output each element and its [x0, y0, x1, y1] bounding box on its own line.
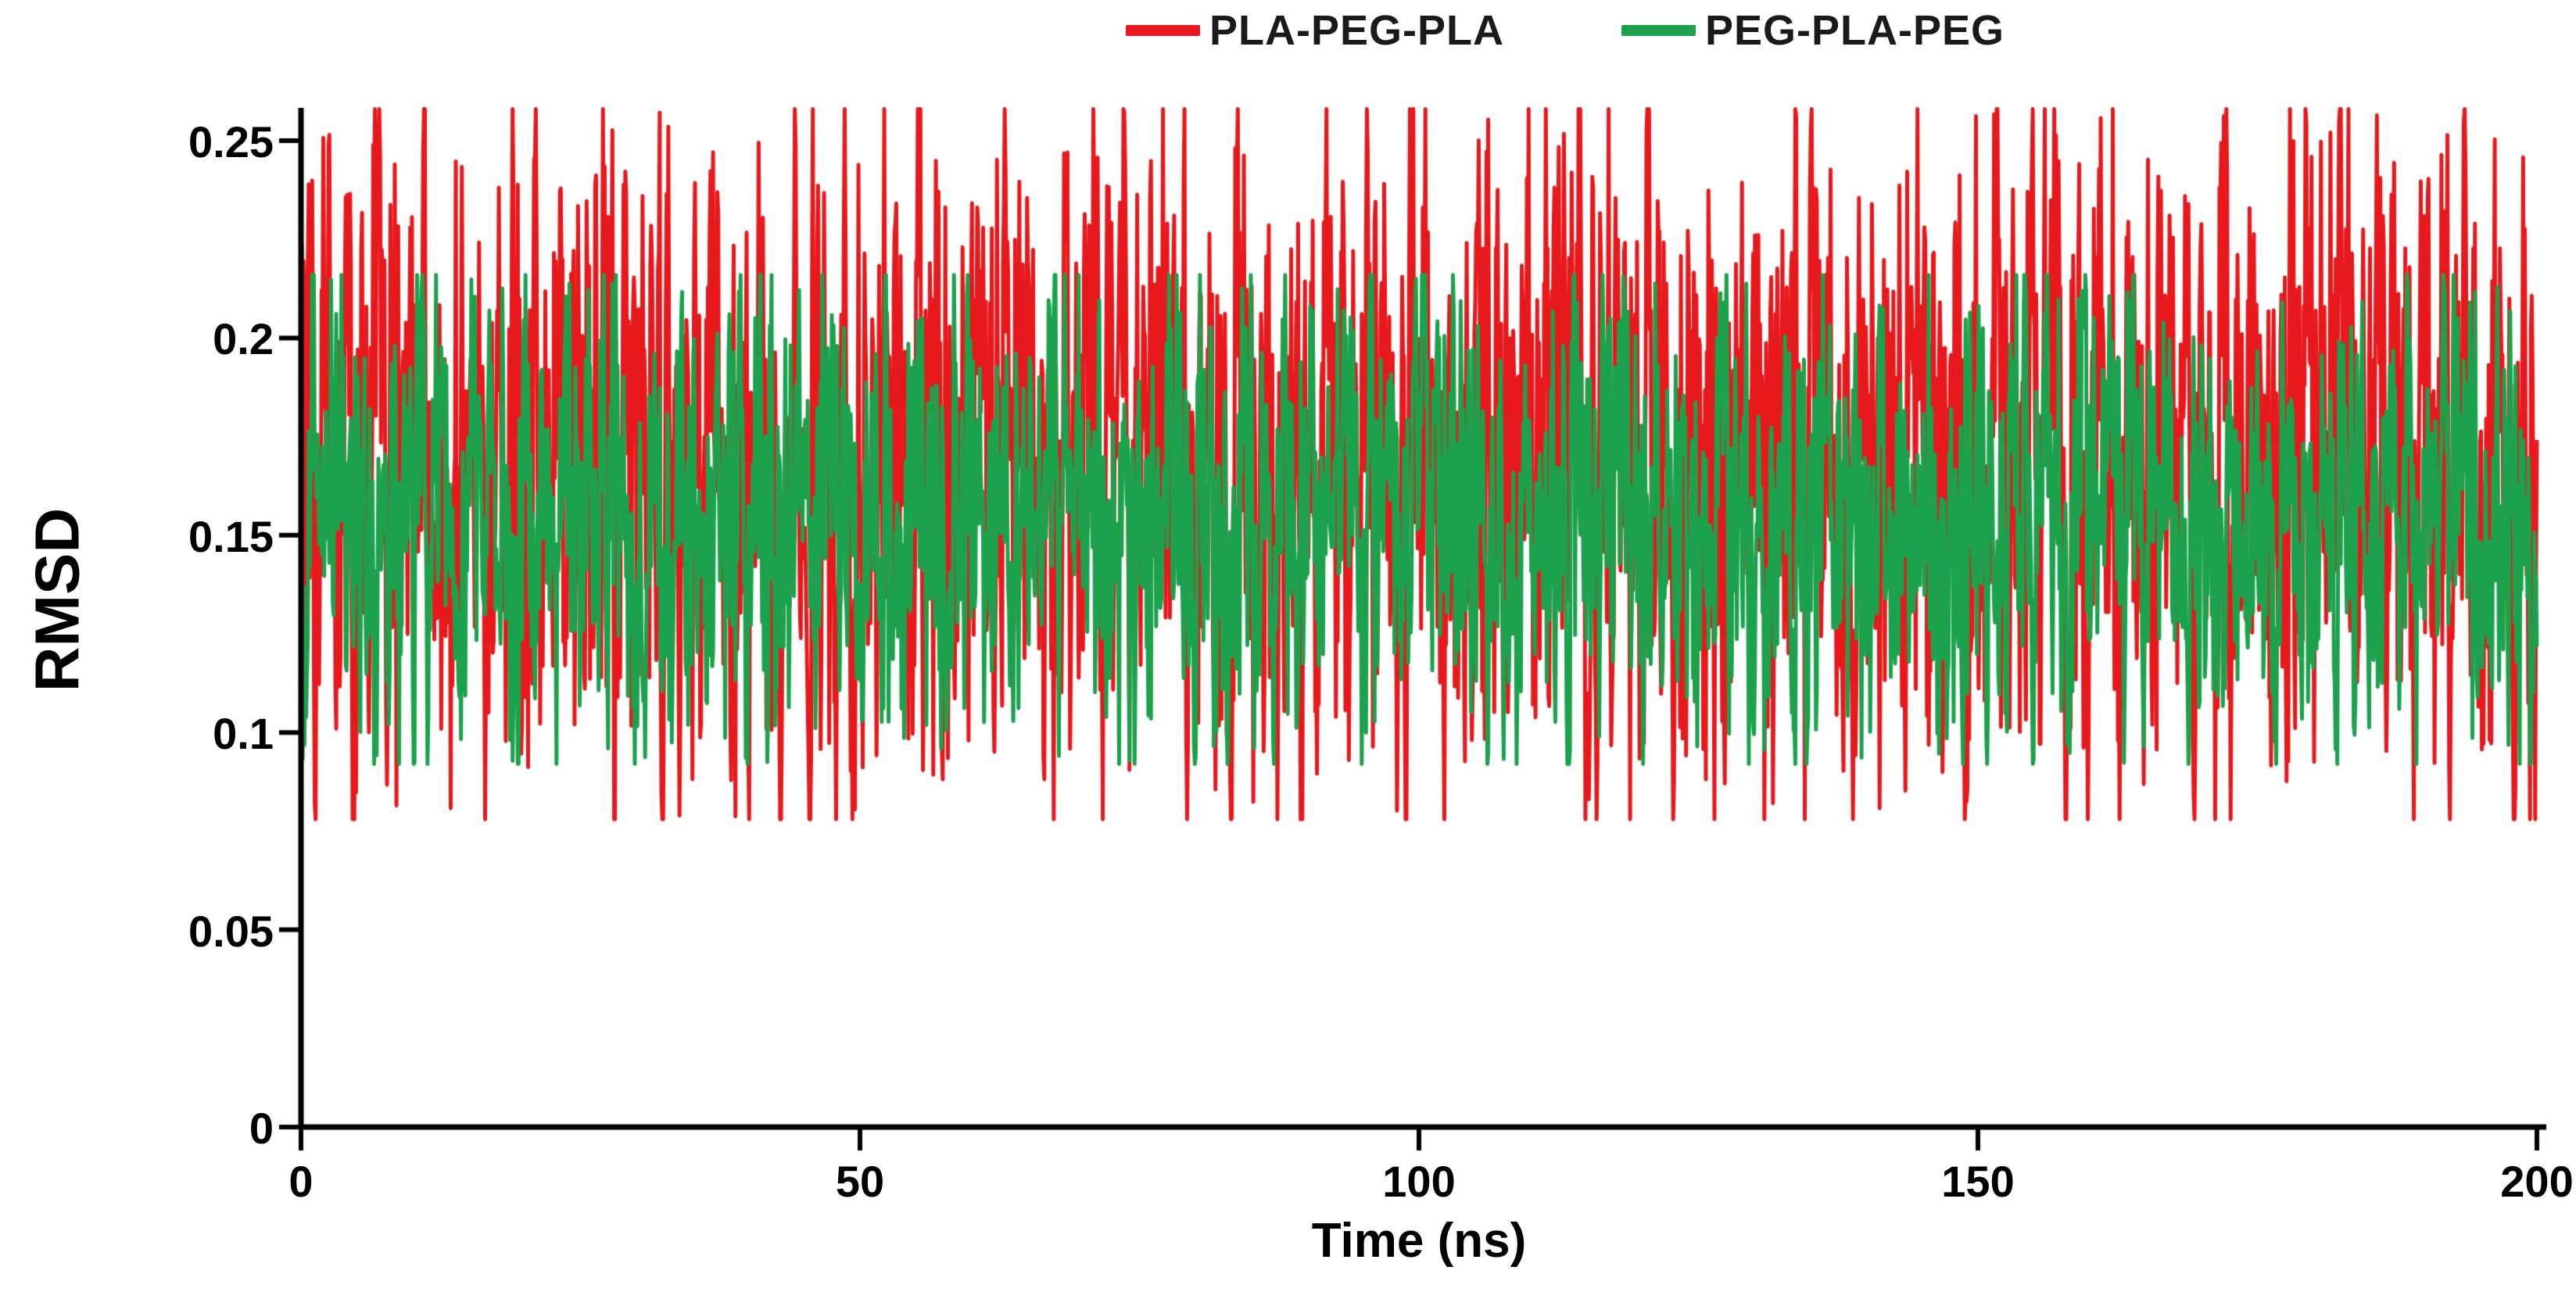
- y-tick-label: 0.15: [188, 511, 274, 561]
- legend-item-pla-peg-pla: PLA-PEG-PLA: [1126, 6, 1504, 55]
- x-tick-label: 150: [1941, 1157, 2015, 1206]
- legend-line-sample-red: [1126, 25, 1200, 36]
- x-tick-label: 50: [835, 1157, 885, 1206]
- legend-line-sample-green: [1621, 25, 1696, 36]
- y-tick-label: 0.2: [213, 314, 274, 364]
- x-tick-label: 200: [2500, 1157, 2574, 1206]
- x-tick-label: 100: [1382, 1157, 1456, 1206]
- y-axis-title: RMSD: [22, 507, 92, 692]
- y-tick-label: 0.05: [188, 906, 274, 956]
- legend-label-peg-pla-peg: PEG-PLA-PEG: [1705, 7, 2005, 54]
- x-axis-title: Time (ns): [1311, 1214, 1527, 1268]
- legend-label-pla-peg-pla: PLA-PEG-PLA: [1209, 7, 1505, 54]
- x-tick-label: 0: [288, 1157, 313, 1206]
- y-tick-label: 0.1: [213, 709, 274, 759]
- legend-item-peg-pla-peg: PEG-PLA-PEG: [1621, 6, 2005, 55]
- y-tick-label: 0.25: [188, 117, 274, 166]
- y-tick-label: 0: [249, 1104, 274, 1153]
- legend: PLA-PEG-PLA PEG-PLA-PEG: [1126, 6, 2005, 55]
